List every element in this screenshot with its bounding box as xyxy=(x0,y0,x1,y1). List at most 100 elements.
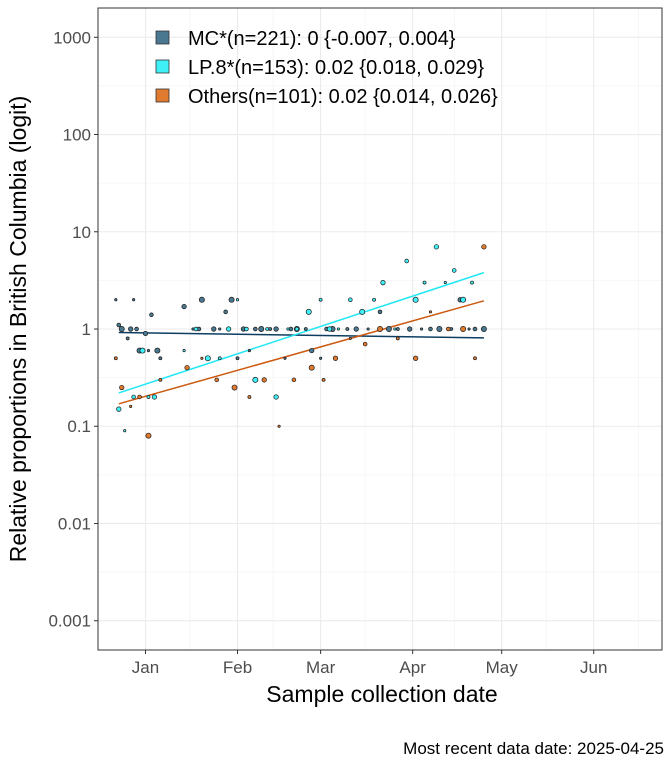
data-point-series-1 xyxy=(158,356,163,361)
y-tick-label: 0.1 xyxy=(67,417,91,436)
x-tick-label: Jan xyxy=(132,658,159,677)
data-point-series-1 xyxy=(118,326,125,332)
data-point-series-2 xyxy=(217,356,222,361)
data-point-series-1 xyxy=(258,326,265,332)
x-tick-label: Mar xyxy=(306,658,336,677)
data-point-series-1 xyxy=(223,309,228,315)
data-point-series-3 xyxy=(395,336,400,341)
data-point-series-1 xyxy=(154,347,161,354)
data-point-series-3 xyxy=(214,377,219,383)
data-point-series-2 xyxy=(146,395,151,399)
data-point-series-2 xyxy=(252,376,259,383)
legend-label: Others(n=101): 0.02 {0.014, 0.026} xyxy=(188,86,498,108)
data-point-series-3 xyxy=(277,424,281,428)
y-tick-label: 100 xyxy=(63,126,91,145)
data-point-series-3 xyxy=(291,377,297,383)
data-point-series-2 xyxy=(204,355,211,362)
data-point-series-1 xyxy=(146,349,151,353)
data-point-series-3 xyxy=(200,356,204,360)
y-axis: 0.001 0.01 0.1 1 10 100 1000 xyxy=(48,28,98,631)
data-point-series-2 xyxy=(336,327,340,331)
data-point-series-2 xyxy=(380,280,386,286)
data-point-series-2 xyxy=(326,326,333,332)
trend-lines xyxy=(118,271,485,405)
data-point-series-2 xyxy=(265,327,270,331)
data-point-series-3 xyxy=(460,326,467,332)
data-point-series-1 xyxy=(228,296,235,303)
trend-line-1 xyxy=(118,331,484,339)
x-axis: Jan Feb Mar Apr May Jun xyxy=(132,650,607,677)
data-point-series-1 xyxy=(395,327,400,331)
data-point-series-1 xyxy=(134,326,139,332)
data-point-series-2 xyxy=(116,406,122,412)
data-point-series-2 xyxy=(460,296,467,303)
data-point-series-3 xyxy=(362,341,368,347)
data-point-series-1 xyxy=(303,327,308,331)
data-point-series-3 xyxy=(473,356,477,361)
data-point-series-1 xyxy=(366,327,370,331)
legend-label: LP.8*(n=153): 0.02 {0.018, 0.029} xyxy=(188,57,484,79)
data-point-series-1 xyxy=(273,326,279,332)
data-point-series-2 xyxy=(273,394,279,400)
data-point-series-1 xyxy=(467,327,471,331)
data-point-series-3 xyxy=(247,395,252,399)
y-tick-label: 1 xyxy=(82,320,91,339)
data-point-series-2 xyxy=(226,326,232,332)
data-point-series-1 xyxy=(319,356,323,360)
legend-key xyxy=(155,88,170,103)
data-point-series-1 xyxy=(480,326,487,332)
x-tick-label: Apr xyxy=(399,658,426,677)
data-point-series-1 xyxy=(253,326,258,332)
data-point-series-1 xyxy=(211,326,217,332)
data-point-series-2 xyxy=(470,280,474,285)
data-point-series-1 xyxy=(309,347,315,354)
data-point-series-3 xyxy=(332,355,339,361)
data-point-series-2 xyxy=(393,327,397,331)
data-point-series-3 xyxy=(129,404,133,408)
data-point-series-3 xyxy=(308,364,315,371)
x-tick-label: Jun xyxy=(580,658,607,677)
data-point-series-2 xyxy=(193,326,199,332)
data-point-series-2 xyxy=(294,326,300,332)
trend-line-3 xyxy=(118,300,485,405)
data-point-series-3 xyxy=(119,384,125,391)
trend-line-2 xyxy=(118,271,485,394)
data-point-series-2 xyxy=(433,244,439,250)
data-point-series-1 xyxy=(125,336,130,341)
data-point-series-3 xyxy=(481,244,487,250)
data-point-series-2 xyxy=(244,326,249,332)
data-point-series-2 xyxy=(348,297,353,302)
data-point-series-1 xyxy=(235,356,240,361)
data-point-series-2 xyxy=(404,258,409,264)
data-point-series-2 xyxy=(123,429,127,433)
x-axis-title: Sample collection date xyxy=(266,681,497,707)
data-point-series-1 xyxy=(132,298,136,302)
data-point-series-3 xyxy=(428,310,433,314)
data-point-series-1 xyxy=(353,326,359,332)
y-tick-label: 1000 xyxy=(53,28,91,47)
grid xyxy=(98,8,662,650)
data-point-series-2 xyxy=(451,268,457,273)
data-point-series-2 xyxy=(305,308,312,315)
data-point-series-1 xyxy=(116,322,122,328)
x-tick-label: Feb xyxy=(223,658,252,677)
data-point-series-1 xyxy=(247,349,251,353)
x-tick-label: May xyxy=(486,658,519,677)
data-point-series-3 xyxy=(137,394,142,400)
data-point-series-1 xyxy=(436,326,443,332)
data-point-series-3 xyxy=(413,355,419,361)
data-point-series-1 xyxy=(114,298,118,302)
legend-label: MC*(n=221): 0 {-0.007, 0.004} xyxy=(188,28,456,50)
legend-key xyxy=(155,59,170,74)
data-point-series-3 xyxy=(261,377,267,383)
data-point-series-3 xyxy=(145,432,152,439)
data-point-series-2 xyxy=(359,308,366,315)
data-point-series-3 xyxy=(158,377,163,382)
data-point-series-1 xyxy=(128,326,134,332)
legend-key xyxy=(155,30,170,45)
data-point-series-1 xyxy=(420,327,424,331)
data-points xyxy=(113,244,487,439)
data-point-series-1 xyxy=(345,327,350,331)
data-point-series-2 xyxy=(235,298,240,302)
